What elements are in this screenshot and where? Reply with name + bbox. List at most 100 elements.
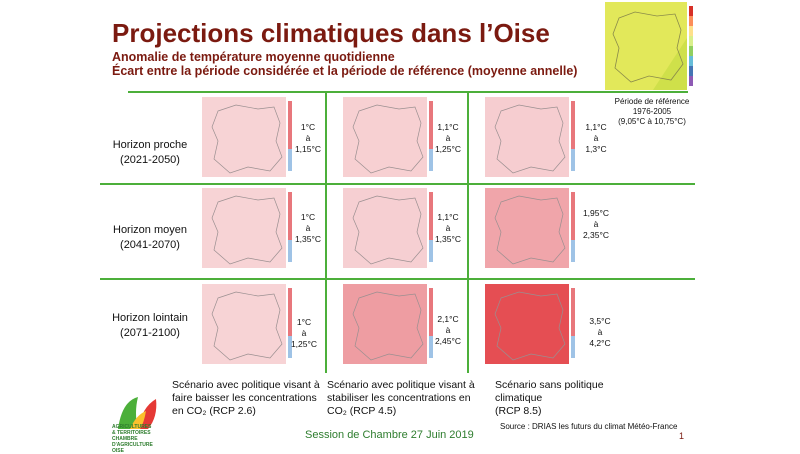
scenario-line: Scénario sans politique — [495, 379, 604, 391]
scenario-line: climatique — [495, 392, 543, 404]
department-outline — [352, 195, 424, 265]
range-min: 1,1°C — [437, 122, 459, 132]
grid-line-h1 — [128, 91, 688, 93]
range-to: à — [305, 133, 311, 143]
scenario-line: Scénario avec politique visant à — [327, 379, 475, 391]
scenario-line: stabiliser les concentrations en — [327, 392, 471, 404]
reference-period: Période de référence 1976-2005 (9,05°C à… — [596, 97, 708, 127]
map-colorbar — [571, 192, 575, 262]
anomaly-map-r2-c1 — [202, 188, 292, 268]
range-to: à — [445, 325, 451, 335]
map-colorbar — [571, 288, 575, 358]
department-outline — [494, 104, 566, 174]
range-r1-c1: 1°C à 1,15°C — [288, 122, 328, 155]
range-min: 1,1°C — [585, 122, 607, 132]
range-r2-c1: 1°C à 1,35°C — [288, 212, 328, 245]
row-label-title: Horizon lointain — [112, 312, 188, 324]
range-min: 1°C — [300, 122, 316, 132]
subtitle-line-2: Écart entre la période considérée et la … — [112, 64, 578, 78]
subtitle-line-1: Anomalie de température moyenne quotidie… — [112, 50, 395, 64]
range-min: 1°C — [300, 212, 316, 222]
grid-line-h2 — [100, 183, 695, 185]
map-colorbar — [429, 288, 433, 358]
range-to: à — [445, 133, 451, 143]
range-r3-c1: 1°C à 1,25°C — [284, 317, 324, 350]
department-outline — [211, 195, 283, 265]
range-r1-c2: 1,1°C à 1,25°C — [428, 122, 468, 155]
map-colorbar — [288, 192, 292, 262]
scenario-line: (RCP 8.5) — [495, 405, 542, 417]
range-max: 2,45°C — [434, 336, 462, 346]
range-to: à — [301, 328, 307, 338]
anomaly-map-r1-c2 — [343, 97, 433, 177]
page-title: Projections climatiques dans l’Oise — [112, 18, 550, 48]
range-r2-c2: 1,1°C à 1,35°C — [428, 212, 468, 245]
range-r3-c2: 2,1°C à 2,45°C — [428, 314, 468, 347]
range-r3-c3: 3,5°C à 4,2°C — [580, 316, 620, 349]
reference-map-outline — [612, 11, 684, 83]
row-label-moyen: Horizon moyen (2041-2070) — [102, 223, 198, 253]
map-colorbar-cool — [429, 336, 433, 358]
row-label-lointain: Horizon lointain (2071-2100) — [102, 311, 198, 341]
department-outline — [211, 291, 283, 361]
range-max: 1,15°C — [294, 144, 322, 154]
reference-period-range: (9,05°C à 10,75°C) — [618, 117, 686, 126]
reference-map — [605, 2, 693, 90]
map-colorbar-cool — [571, 336, 575, 358]
department-outline — [494, 195, 566, 265]
range-min: 1,1°C — [437, 212, 459, 222]
scenario-line: CO₂ (RCP 4.5) — [327, 405, 397, 417]
map-colorbar — [288, 101, 292, 171]
department-outline — [352, 104, 424, 174]
map-colorbar — [429, 101, 433, 171]
map-fill — [343, 97, 427, 177]
range-to: à — [593, 219, 599, 229]
row-label-title: Horizon proche — [112, 139, 188, 151]
scenario-rcp26: Scénario avec politique visant à faire b… — [172, 379, 320, 418]
logo-line: & TERRITOIRES — [112, 430, 151, 436]
anomaly-map-r1-c3 — [485, 97, 575, 177]
anomaly-map-r3-c3 — [485, 284, 575, 364]
scenario-rcp45: Scénario avec politique visant à stabili… — [327, 379, 475, 418]
anomaly-map-r2-c3 — [485, 188, 575, 268]
range-max: 1,25°C — [290, 339, 318, 349]
map-fill — [202, 97, 286, 177]
map-fill — [343, 188, 427, 268]
map-fill — [343, 284, 427, 364]
map-colorbar-cool — [288, 240, 292, 262]
range-min: 2,1°C — [437, 314, 459, 324]
map-fill — [485, 97, 569, 177]
range-to: à — [305, 223, 311, 233]
reference-period-years: 1976-2005 — [632, 107, 672, 116]
range-r2-c3: 1,95°C à 2,35°C — [576, 208, 616, 241]
range-min: 1°C — [296, 317, 312, 327]
department-outline — [211, 104, 283, 174]
source-credit: Source : DRIAS les futurs du climat Mété… — [500, 422, 678, 431]
logo-line: CHAMBRE D'AGRICULTURE — [112, 436, 153, 448]
range-min: 3,5°C — [589, 316, 611, 326]
map-colorbar-cool — [288, 149, 292, 171]
logo-line: AGRICULTURES — [112, 424, 152, 430]
range-to: à — [445, 223, 451, 233]
range-max: 2,35°C — [582, 230, 610, 240]
range-to: à — [597, 327, 603, 337]
map-fill — [485, 188, 569, 268]
map-colorbar-cool — [288, 336, 292, 358]
scenario-rcp85: Scénario sans politique climatique (RCP … — [495, 379, 604, 418]
chamber-logo — [118, 397, 157, 429]
map-colorbar — [429, 192, 433, 262]
scenario-line: en CO₂ (RCP 2.6) — [172, 405, 256, 417]
map-colorbar-cool — [571, 149, 575, 171]
range-max: 1,35°C — [434, 234, 462, 244]
map-fill — [485, 284, 569, 364]
reference-period-label: Période de référence — [614, 97, 690, 106]
map-colorbar — [571, 101, 575, 171]
anomaly-map-r3-c2 — [343, 284, 433, 364]
map-fill — [202, 188, 286, 268]
anomaly-map-r3-c1 — [202, 284, 292, 364]
range-max: 1,35°C — [294, 234, 322, 244]
scenario-line: Scénario avec politique visant à — [172, 379, 320, 391]
range-max: 4,2°C — [589, 338, 611, 348]
row-label-proche: Horizon proche (2021-2050) — [102, 138, 198, 168]
row-label-title: Horizon moyen — [113, 224, 187, 236]
